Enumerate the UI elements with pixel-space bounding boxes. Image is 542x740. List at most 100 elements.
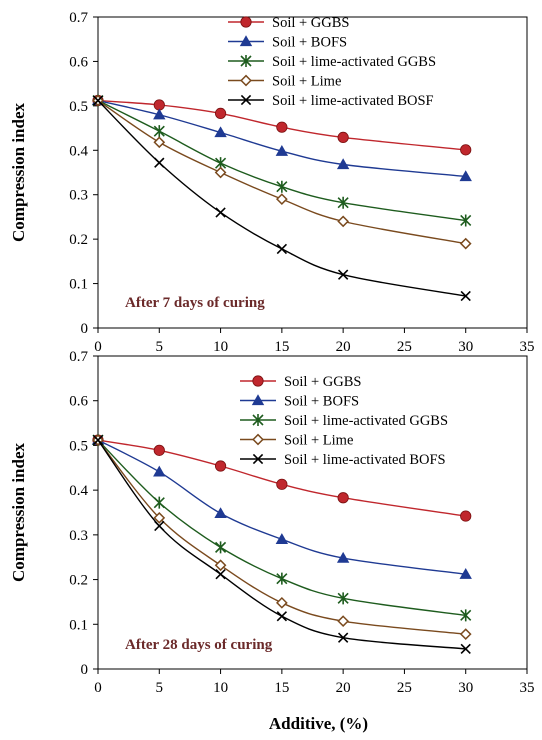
data-point [214,107,227,120]
y-tick-label: 0.6 [69,394,88,410]
curing-annotation: After 28 days of curing [125,637,273,653]
data-point [92,434,104,446]
y-tick-label: 0.2 [69,232,88,248]
data-point [214,166,227,179]
legend-marker [240,74,252,87]
x-tick-label: 0 [94,339,102,355]
data-point [214,126,227,138]
y-tick-label: 0.6 [69,54,88,70]
y-tick-label: 0 [81,321,89,337]
legend: Soil + GGBS Soil + BOFS Soil + lime-activa… [228,15,436,109]
legend-marker [239,35,253,47]
y-tick-label: 0.7 [69,10,88,26]
x-tick-label: 5 [156,339,164,355]
data-point [459,568,472,579]
legend: Soil + GGBS Soil + BOFS Soil + lime-activa… [240,374,448,468]
series-line [97,99,466,222]
x-tick-label: 35 [520,339,535,355]
legend-marker [240,94,252,106]
data-point [460,290,471,302]
chart-panel-1: 0 0.1 0.2 0.3 0.4 0.5 0.6 0.7 0 5 10 15 20 25 30 35 Comp… [9,10,535,355]
x-tick-label: 5 [156,680,164,696]
legend-marker [252,414,264,426]
x-tick-label: 15 [274,680,289,696]
data-point [153,125,165,138]
data-point [276,572,288,585]
x-tick-label: 20 [336,680,351,696]
data-point [337,492,349,504]
y-tick-label: 0.4 [69,143,88,159]
series-line [97,100,466,297]
data-point [460,609,472,622]
data-point [337,131,349,144]
data-point [153,444,165,456]
data-point [459,237,472,250]
y-tick-label: 0 [81,662,89,678]
series-1 [92,94,472,156]
legend-marker [251,394,265,406]
series-2 [91,433,472,579]
y-tick-label: 0.5 [69,99,88,115]
data-point [153,512,166,524]
legend-label: Soil + lime-activated GGBS [284,413,448,429]
data-point [275,533,289,544]
data-point [460,643,471,655]
data-point [153,108,166,120]
curing-annotation: After 7 days of curing [125,295,265,311]
y-axis-title: Compression index [9,102,28,242]
legend-label: Soil + lime-activated BOSF [272,93,434,109]
data-point [215,569,226,580]
data-point [337,632,349,643]
data-point [460,144,472,156]
legend-label: Soil + BOFS [284,394,359,410]
series-5 [92,95,471,302]
legend-label: Soil + GGBS [284,374,361,390]
data-point [214,559,227,572]
series-4 [92,94,472,250]
data-point [153,496,165,509]
data-point [215,207,226,218]
x-tick-label: 15 [274,339,289,355]
legend-label: Soil + GGBS [272,15,349,31]
y-tick-label: 0.3 [69,188,88,204]
data-point [276,243,288,255]
legend-label: Soil + lime-activated GGBS [272,54,436,70]
data-point [214,507,227,519]
data-point [154,157,165,168]
series-line [97,439,466,617]
series-1 [92,434,472,522]
data-point [460,510,472,522]
data-point [153,136,166,149]
data-point [276,611,288,622]
data-point [337,615,350,628]
chart-panel-2: 0 0.1 0.2 0.3 0.4 0.5 0.6 0.7 0 5 10 15 20 25 30 35 Comp… [9,349,535,733]
x-tick-label: 10 [213,339,228,355]
legend-marker [240,55,252,67]
x-tick-label: 20 [336,339,351,355]
x-tick-label: 30 [458,680,473,696]
data-point [337,196,349,209]
x-axis-title: Additive, (%) [269,714,368,733]
y-tick-label: 0.1 [69,277,88,293]
y-tick-label: 0.2 [69,573,88,589]
data-point [337,269,349,280]
plot-frame [97,355,528,670]
data-point [276,478,288,490]
x-tick-label: 25 [397,339,412,355]
y-tick-label: 0.1 [69,617,88,633]
data-point [215,541,227,554]
y-tick-label: 0.4 [69,483,88,499]
data-point [154,520,165,532]
data-point [336,551,350,563]
y-tick-label: 0.3 [69,528,88,544]
x-tick-label: 25 [397,680,412,696]
data-point [336,158,350,170]
data-point [276,121,288,133]
legend-label: Soil + lime-activated BOFS [284,452,446,468]
data-point [275,193,288,206]
y-axis-title: Compression index [9,442,28,582]
data-point [275,144,289,156]
data-point [337,592,349,605]
data-point [214,460,227,472]
